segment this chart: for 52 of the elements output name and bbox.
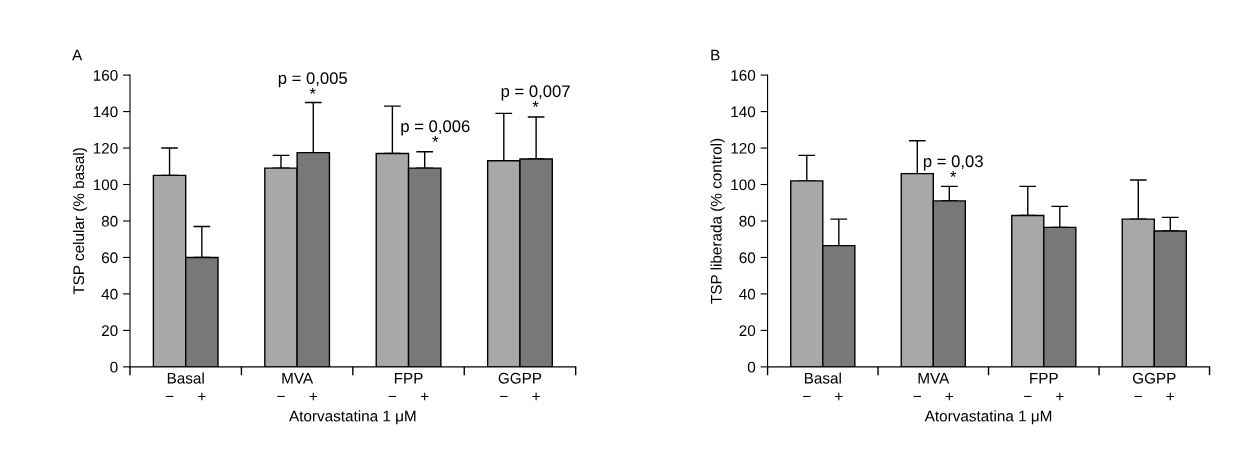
text: + <box>309 392 317 401</box>
text: + <box>420 392 429 401</box>
y-axis-title: TSP celular (% basal) <box>72 148 88 295</box>
y-tick-label: 60 <box>739 252 756 264</box>
text: − <box>500 395 508 398</box>
y-tick-label: 140 <box>93 106 118 118</box>
chart-title: A <box>72 49 83 61</box>
x-axis-title: Atorvastatina 1 μM <box>924 410 1052 425</box>
y-tick-label: 100 <box>731 179 756 191</box>
x-tick-label: MVA <box>918 372 950 384</box>
annotation: p = 0,007 * <box>501 85 570 107</box>
y-tick-label: 20 <box>101 325 118 337</box>
y-tick-label: 120 <box>93 142 118 154</box>
text: + <box>1166 392 1175 401</box>
y-tick-label: 40 <box>101 288 118 300</box>
text: − <box>277 395 285 398</box>
y-tick-label: 160 <box>731 69 756 81</box>
x-tick-label: FPP <box>394 372 423 384</box>
y-tick-label: 0 <box>747 361 756 373</box>
y-tick-label: 100 <box>93 179 118 191</box>
y-tick-label: 60 <box>101 252 118 264</box>
x-tick-label: GGPP <box>498 372 542 384</box>
x-axis-title: Atorvastatina 1 μM <box>289 410 416 425</box>
text: − <box>913 395 921 398</box>
x-tick-label: Basal <box>804 372 841 384</box>
text: − <box>1134 395 1142 398</box>
y-tick-label: 120 <box>731 142 756 154</box>
text: − <box>1024 395 1032 398</box>
chart-title: B <box>711 49 720 61</box>
text: + <box>532 392 540 401</box>
annotation: p = 0,006 * <box>401 120 470 142</box>
y-tick-label: 0 <box>110 361 118 373</box>
y-tick-label: 80 <box>101 215 118 227</box>
x-tick-label: GGPP <box>1132 372 1176 384</box>
y-tick-label: 20 <box>739 325 756 337</box>
x-tick-label: FPP <box>1030 372 1058 384</box>
series-label: − <box>165 395 174 398</box>
y-tick-label: 40 <box>739 288 756 300</box>
text: + <box>945 392 954 401</box>
text: − <box>388 395 397 398</box>
annotation: p = 0,03 * <box>923 155 983 177</box>
y-axis-title: TSP liberada (% control) <box>710 138 725 304</box>
series-label: + <box>198 392 206 401</box>
y-tick-label: 80 <box>739 215 756 227</box>
annotation: p = 0,005 * <box>278 72 348 94</box>
series-label: − <box>803 395 811 398</box>
y-tick-label: 140 <box>731 106 756 118</box>
series-label: + <box>835 392 843 401</box>
x-tick-label: Basal <box>167 372 204 384</box>
x-tick-label: MVA <box>282 372 314 384</box>
text: + <box>1056 392 1064 401</box>
y-tick-label: 160 <box>93 69 118 81</box>
